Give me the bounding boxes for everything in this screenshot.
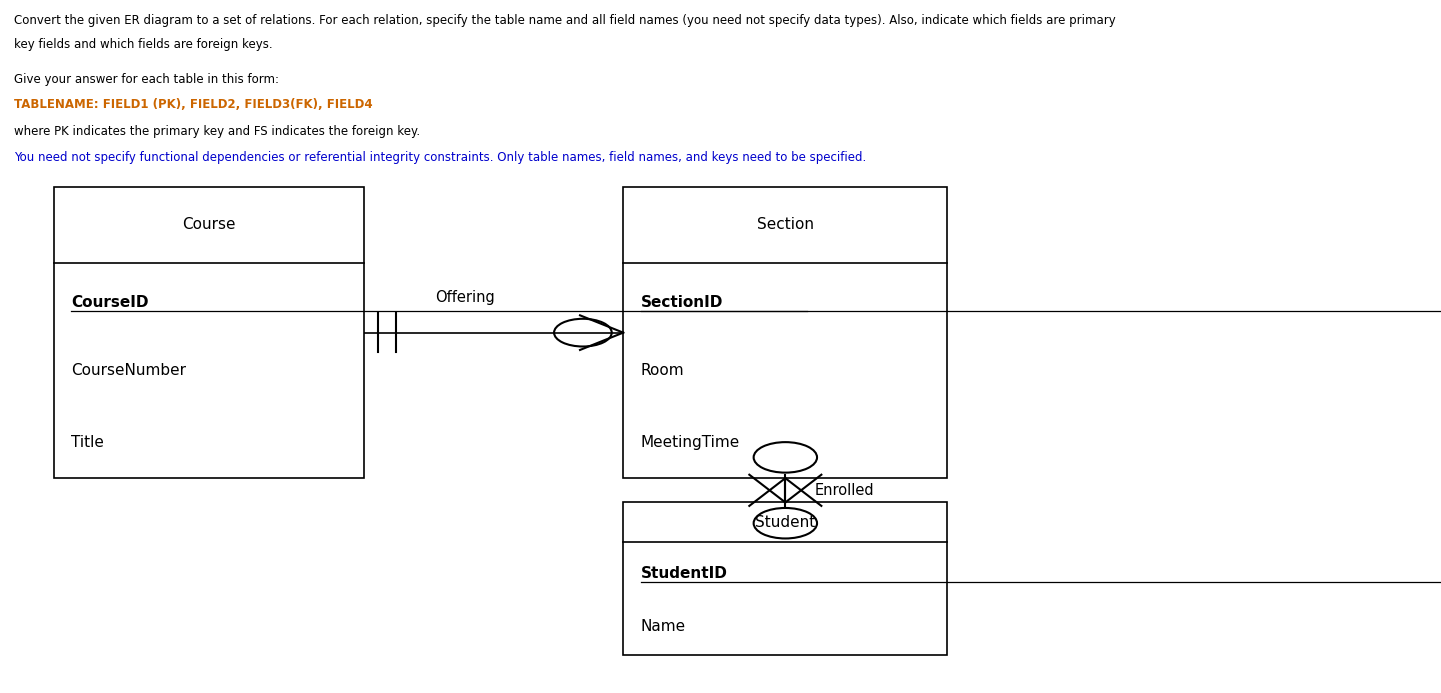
Text: Room: Room bbox=[641, 363, 684, 378]
Bar bbox=[624, 502, 948, 655]
Text: Enrolled: Enrolled bbox=[814, 483, 873, 498]
Bar bbox=[53, 187, 363, 478]
Text: where PK indicates the primary key and FS indicates the foreign key.: where PK indicates the primary key and F… bbox=[14, 125, 421, 138]
Text: Student: Student bbox=[755, 515, 816, 529]
Text: Section: Section bbox=[757, 218, 814, 232]
Text: Convert the given ER diagram to a set of relations. For each relation, specify t: Convert the given ER diagram to a set of… bbox=[14, 14, 1117, 27]
Text: Give your answer for each table in this form:: Give your answer for each table in this … bbox=[14, 73, 280, 86]
Text: You need not specify functional dependencies or referential integrity constraint: You need not specify functional dependen… bbox=[14, 151, 866, 164]
Text: TABLENAME: FIELD1 (PK), FIELD2, FIELD3(FK), FIELD4: TABLENAME: FIELD1 (PK), FIELD2, FIELD3(F… bbox=[14, 98, 373, 112]
Text: Course: Course bbox=[182, 218, 236, 232]
Text: CourseNumber: CourseNumber bbox=[71, 363, 186, 378]
Text: Offering: Offering bbox=[435, 290, 494, 305]
Text: CourseID: CourseID bbox=[71, 295, 148, 310]
Text: Title: Title bbox=[71, 435, 104, 450]
Bar bbox=[624, 187, 948, 478]
Text: key fields and which fields are foreign keys.: key fields and which fields are foreign … bbox=[14, 38, 272, 51]
Text: MeetingTime: MeetingTime bbox=[641, 435, 739, 450]
Text: Name: Name bbox=[641, 619, 686, 634]
Text: SectionID: SectionID bbox=[641, 295, 723, 310]
Text: StudentID: StudentID bbox=[641, 565, 728, 581]
